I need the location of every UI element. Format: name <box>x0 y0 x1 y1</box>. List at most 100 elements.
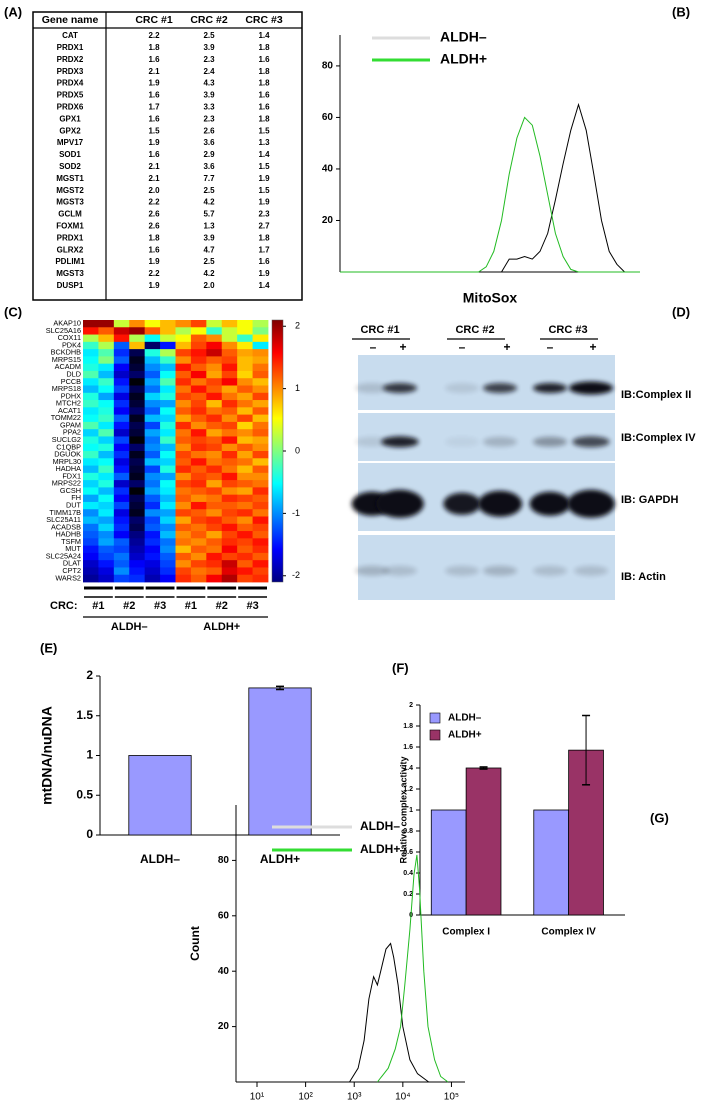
heat-cell <box>144 465 161 474</box>
table-cell: 2.0 <box>148 186 160 195</box>
heat-cell <box>83 472 99 481</box>
heat-cell <box>252 516 269 525</box>
heat-cell <box>160 552 176 561</box>
row-label: SUCLG2 <box>52 435 81 444</box>
heat-cell <box>129 363 146 372</box>
heat-cell <box>113 465 130 474</box>
heat-cell <box>175 414 192 423</box>
heat-cell <box>98 356 115 365</box>
heat-cell <box>252 509 269 517</box>
heat-cell <box>160 334 176 343</box>
colorbar-label: -1 <box>292 508 300 518</box>
heat-cell <box>175 341 192 350</box>
row-label: HADHA <box>55 464 81 473</box>
heat-cell <box>206 407 223 416</box>
heat-cell <box>221 414 238 423</box>
heat-cell <box>98 443 115 452</box>
heat-cell <box>221 574 238 583</box>
heat-cell <box>221 516 238 525</box>
blot-band <box>529 491 571 516</box>
blot-label: IB: GAPDH <box>621 494 679 506</box>
legend-swatch <box>429 712 441 724</box>
blot-band <box>445 436 479 447</box>
heat-cell <box>175 370 192 379</box>
table-cell: 1.8 <box>258 233 270 242</box>
heat-cell <box>98 545 115 554</box>
heat-cell <box>221 567 238 576</box>
heat-cell <box>129 320 146 328</box>
heat-cell <box>160 407 176 416</box>
blot-band <box>355 383 389 393</box>
heat-cell <box>175 516 192 525</box>
table-cell: 3.9 <box>203 91 215 100</box>
heat-cell <box>113 494 130 503</box>
heat-cell <box>237 487 253 496</box>
heat-cell <box>83 392 99 401</box>
heat-cell <box>113 480 130 488</box>
heat-cell <box>221 363 238 372</box>
heat-cell <box>252 472 269 481</box>
heat-cell <box>221 349 238 357</box>
colorbar-label: -2 <box>292 570 300 580</box>
y-tick-label: 1 <box>409 807 413 814</box>
heat-cell <box>175 574 192 583</box>
heat-cell <box>252 392 269 401</box>
x-tick-label: 10⁴ <box>395 1092 410 1103</box>
heat-cell <box>237 545 253 554</box>
histogram-line <box>377 854 449 1083</box>
legend-label: ALDH+ <box>448 730 482 741</box>
heat-cell <box>252 494 269 503</box>
table-cell: 2.6 <box>148 210 160 219</box>
heat-cell <box>237 341 253 350</box>
heat-cell <box>98 567 115 576</box>
heat-cell <box>83 538 99 547</box>
heat-cell <box>190 545 207 554</box>
row-label: PCCB <box>61 377 81 386</box>
heat-cell <box>190 378 207 386</box>
blot-band <box>483 436 517 447</box>
heat-cell <box>144 320 161 328</box>
heat-cell <box>160 392 176 401</box>
heat-cell <box>113 545 130 554</box>
heat-cell <box>252 465 269 474</box>
heat-cell <box>113 560 130 568</box>
y-tick-label: 80 <box>218 855 230 866</box>
heat-cell <box>113 421 130 430</box>
group-label: #2 <box>123 600 135 612</box>
blot-band <box>445 383 479 393</box>
heat-cell <box>237 458 253 466</box>
heat-cell <box>237 436 253 445</box>
table-cell: 3.9 <box>203 43 215 52</box>
heat-cell <box>144 523 161 532</box>
heat-cell <box>206 501 223 510</box>
table-cell: 1.9 <box>258 174 270 183</box>
table-cell: 1.9 <box>148 79 160 88</box>
heat-cell <box>129 487 146 496</box>
heat-cell <box>113 370 130 379</box>
heat-cell <box>206 494 223 503</box>
row-label: DLD <box>66 370 81 379</box>
heat-cell <box>237 538 253 547</box>
heat-cell <box>98 494 115 503</box>
heat-cell <box>98 574 115 583</box>
heat-cell <box>190 458 207 466</box>
heat-cell <box>83 370 99 379</box>
heat-cell <box>113 552 130 561</box>
heat-cell <box>221 356 238 365</box>
group-label: CRC #2 <box>455 324 494 336</box>
blot-band <box>533 383 567 393</box>
heat-cell <box>98 334 115 343</box>
heat-cell <box>190 487 207 496</box>
table-cell: PRDX1 <box>57 43 84 52</box>
heat-cell <box>98 320 115 328</box>
heat-cell <box>160 501 176 510</box>
row-label: WARS2 <box>55 573 81 582</box>
heat-cell <box>252 341 269 350</box>
heat-cell <box>113 567 130 576</box>
heat-cell <box>98 516 115 525</box>
heat-cell <box>206 574 223 583</box>
legend-label: ALDH– <box>360 819 400 833</box>
heat-cell <box>190 400 207 408</box>
row-label: FDX1 <box>62 471 81 480</box>
heat-cell <box>144 574 161 583</box>
